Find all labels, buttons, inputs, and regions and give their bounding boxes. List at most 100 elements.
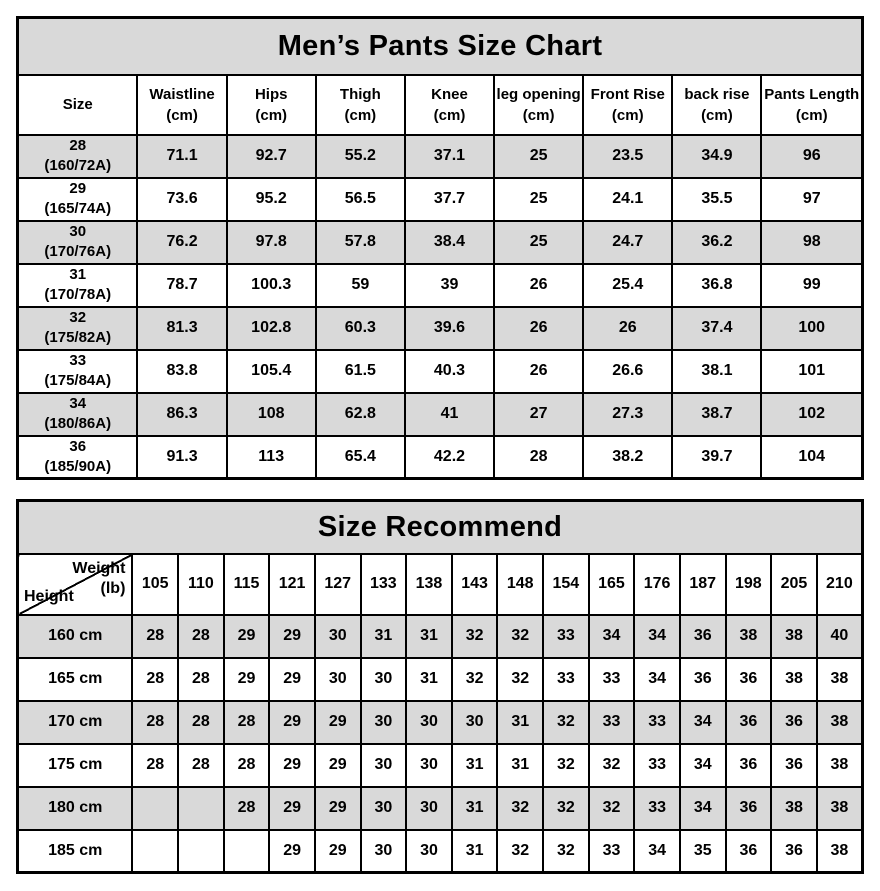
column-header-front-rise-line: (cm): [611, 106, 644, 124]
recommend-size-cell: 33: [542, 656, 590, 702]
value-cell: 28: [493, 434, 585, 480]
column-header-hips: Hips (cm): [225, 73, 317, 136]
recommend-size-cell: 28: [131, 742, 180, 788]
size-recommend-table: Size Recommend Weight (lb) Height 105 110…: [16, 499, 864, 874]
recommend-size-cell: 28: [177, 656, 225, 702]
value-cell: 42.2: [403, 434, 496, 480]
recommend-size-cell: 38: [815, 699, 864, 745]
value-cell: 81.3: [136, 305, 228, 351]
recommend-size-cell: 36: [724, 742, 773, 788]
recommend-size-cell: 31: [405, 613, 453, 659]
recommend-size-cell: 30: [450, 699, 499, 745]
recommend-header-row: Weight (lb) Height 105 110 115 121 127 133 138…: [16, 552, 864, 616]
recommend-size-cell: 30: [359, 742, 408, 788]
value-cell: 55.2: [314, 133, 406, 179]
value-cell: 100.3: [225, 262, 317, 308]
recommend-size-cell: 29: [268, 699, 316, 745]
weight-header-143: 143: [450, 552, 499, 616]
recommend-size-cell: 33: [542, 613, 590, 659]
recommend-size-cell: 30: [313, 656, 362, 702]
recommend-size-cell: 28: [222, 742, 271, 788]
value-cell: 39.6: [403, 305, 496, 351]
size-cell: 29 (165/74A): [16, 176, 139, 222]
value-cell: 26: [582, 305, 674, 351]
recommend-size-cell: 32: [496, 613, 545, 659]
recommend-size-cell: 36: [770, 699, 818, 745]
size-cell-line: 32: [69, 308, 87, 326]
weight-header-105: 105: [131, 552, 180, 616]
recommend-size-cell: 32: [496, 785, 545, 831]
height-row-160-cm: 160 cm 28 28 29 29 30 31 31 32 32 33 34 34 36 38 38 40: [16, 613, 864, 659]
size-row-36: 36 (185/90A) 91.3 113 65.4 42.2 28 38.2 39.7 104: [16, 434, 864, 480]
recommend-size-cell: 38: [724, 613, 773, 659]
recommend-size-cell: 32: [542, 828, 590, 874]
recommend-size-cell: 36: [770, 828, 818, 874]
value-cell: 36.8: [671, 262, 763, 308]
height-cell: 185 cm: [16, 828, 134, 874]
size-row-32: 32 (175/82A) 81.3 102.8 60.3 39.6 26 26 37.4 100: [16, 305, 864, 351]
column-header-back-rise-line: back rise: [684, 85, 750, 103]
size-cell-line: (180/86A): [44, 415, 112, 432]
recommend-size-cell: 36: [724, 699, 773, 745]
recommend-size-cell: 29: [268, 742, 316, 788]
size-cell-line: (175/82A): [44, 329, 112, 346]
recommend-size-cell: 29: [222, 656, 271, 702]
weight-header-133: 133: [359, 552, 408, 616]
value-cell: 105.4: [225, 348, 317, 394]
size-row-28: 28 (160/72A) 71.1 92.7 55.2 37.1 25 23.5 34.9 96: [16, 133, 864, 179]
recommend-size-cell: 28: [131, 699, 180, 745]
size-cell: 31 (170/78A): [16, 262, 139, 308]
tables-gap: [16, 480, 864, 499]
recommend-size-cell: 29: [268, 656, 316, 702]
weight-header-187: 187: [678, 552, 727, 616]
weight-header-154: 154: [542, 552, 590, 616]
size-cell: 33 (175/84A): [16, 348, 139, 394]
height-row-170-cm: 170 cm 28 28 28 29 29 30 30 30 31 32 33 33 34 36 36 38: [16, 699, 864, 745]
size-cell-line: 34: [69, 394, 87, 412]
recommend-size-cell: 33: [587, 699, 636, 745]
value-cell: 73.6: [136, 176, 228, 222]
recommend-size-cell: 30: [359, 699, 408, 745]
value-cell: 95.2: [225, 176, 317, 222]
size-cell-line: (185/90A): [44, 457, 112, 475]
recommend-size-cell: 38: [770, 613, 818, 659]
height-cell: 175 cm: [16, 742, 134, 788]
value-cell: 37.1: [403, 133, 496, 179]
recommend-title-row: Size Recommend: [16, 499, 864, 555]
value-cell: 91.3: [136, 434, 228, 480]
recommend-size-cell: 36: [724, 828, 773, 874]
recommend-size-cell: 34: [633, 656, 681, 702]
size-cell-line: 29: [69, 179, 87, 197]
corner-header-cell: Weight (lb) Height: [16, 552, 134, 616]
column-header-thigh-line: Thigh: [339, 85, 381, 103]
recommend-size-cell: 29: [313, 785, 362, 831]
recommend-size-cell: 29: [222, 613, 271, 659]
recommend-size-cell: 32: [496, 656, 545, 702]
value-cell: 38.1: [671, 348, 763, 394]
pants-chart-title: Men’s Pants Size Chart: [16, 16, 864, 76]
value-cell: 102: [760, 391, 864, 437]
value-cell: 60.3: [314, 305, 406, 351]
recommend-size-cell: 28: [222, 699, 271, 745]
recommend-size-cell: 31: [359, 613, 408, 659]
recommend-size-cell: [131, 828, 180, 874]
size-cell-line: (170/76A): [44, 243, 112, 260]
size-cell-line: 30: [69, 222, 87, 240]
column-header-pants-length-line: (cm): [795, 106, 828, 124]
weight-header-148: 148: [496, 552, 545, 616]
value-cell: 27.3: [582, 391, 674, 437]
value-cell: 38.7: [671, 391, 763, 437]
size-row-29: 29 (165/74A) 73.6 95.2 56.5 37.7 25 24.1 35.5 97: [16, 176, 864, 222]
recommend-size-cell: 33: [633, 742, 681, 788]
recommend-size-cell: 30: [359, 785, 408, 831]
size-cell-line: (165/74A): [44, 200, 112, 217]
size-cell-line: (175/84A): [44, 372, 112, 389]
column-header-thigh-line: (cm): [344, 106, 377, 124]
recommend-size-cell: 33: [587, 828, 636, 874]
recommend-size-cell: 29: [268, 785, 316, 831]
recommend-size-cell: 29: [268, 828, 316, 874]
column-header-leg-opening-line: (cm): [522, 106, 555, 124]
column-header-leg-opening-line: leg opening: [496, 85, 581, 103]
height-cell: 160 cm: [16, 613, 134, 659]
recommend-size-cell: 31: [450, 742, 499, 788]
